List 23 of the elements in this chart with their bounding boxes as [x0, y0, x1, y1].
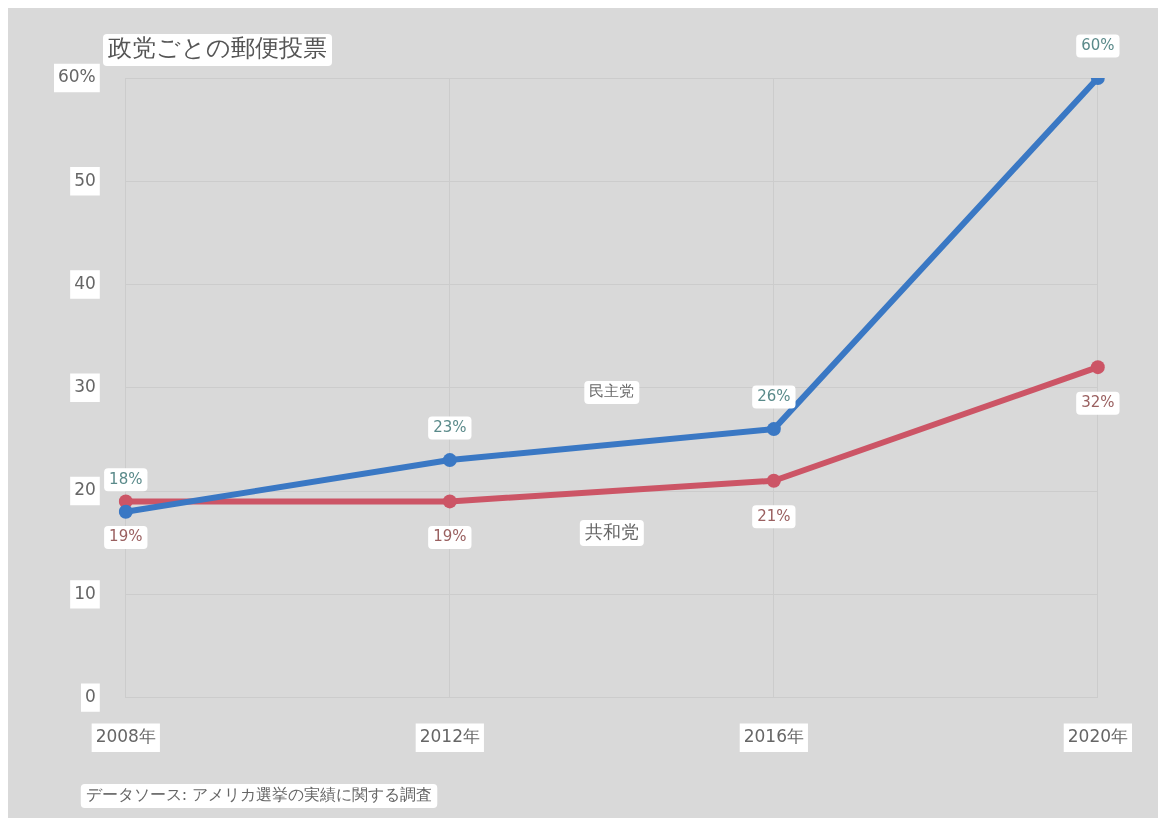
chart-title: 政党ごとの郵便投票 [108, 34, 327, 63]
data-label: 26% [757, 387, 791, 405]
y-tick-label: 40 [74, 272, 96, 293]
y-tick-label: 10 [74, 582, 96, 603]
data-label: 21% [757, 506, 791, 525]
y-tick-label: 60% [57, 66, 96, 87]
data-label: 23% [433, 417, 467, 436]
data-label: 60% [1081, 35, 1115, 54]
data-label: 18% [109, 469, 143, 488]
x-tick-label: 2008年 [95, 726, 156, 747]
data-label: 19% [109, 527, 143, 546]
text: 民主党 [589, 382, 635, 401]
data-label: 19% [433, 527, 467, 546]
data-label: 32% [1081, 393, 1115, 412]
text: データソース: アメリカ選挙の実績に関する調査 [85, 785, 433, 805]
x-tick-label: 2012年 [419, 726, 480, 747]
series-label: 共和党 [584, 520, 639, 542]
y-tick-label: 50 [74, 169, 96, 190]
y-tick-label: 20 [74, 479, 96, 500]
y-tick-label: 30 [74, 376, 96, 397]
x-tick-label: 2016年 [743, 726, 804, 747]
x-tick-label: 2020年 [1067, 726, 1128, 747]
y-tick-label: 0 [84, 686, 96, 707]
